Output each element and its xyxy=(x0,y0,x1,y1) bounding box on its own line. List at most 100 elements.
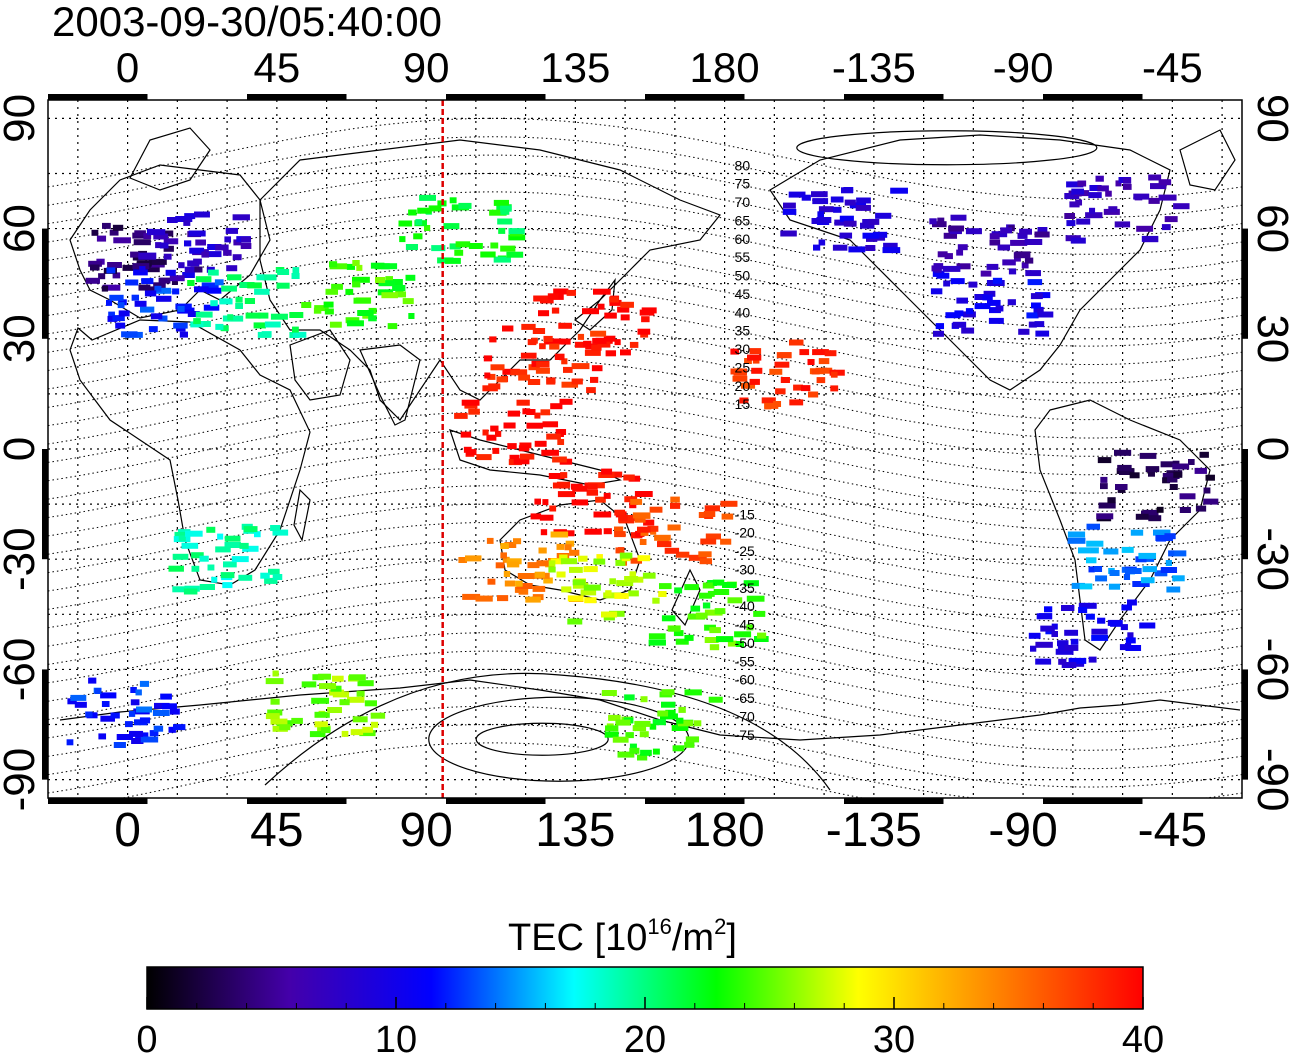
tec-cell xyxy=(527,379,541,385)
tec-cell xyxy=(1142,236,1159,243)
tec-cell xyxy=(550,531,569,538)
tec-cell xyxy=(113,237,131,244)
tec-cell xyxy=(552,482,570,489)
tec-cell xyxy=(830,385,839,392)
tec-cell xyxy=(862,219,872,225)
tec-cell xyxy=(130,251,140,258)
tec-cell xyxy=(590,330,607,337)
tec-cell xyxy=(746,624,754,631)
tec-cell xyxy=(260,572,270,579)
tec-cell xyxy=(705,533,722,540)
tec-cell xyxy=(177,307,195,314)
tec-cell xyxy=(217,533,224,540)
tec-cell xyxy=(634,720,651,727)
tec-cell xyxy=(454,412,468,419)
lon-tick-label-bottom: 45 xyxy=(250,804,303,857)
tec-cell xyxy=(500,205,512,212)
tec-cell xyxy=(167,217,178,223)
tec-cell xyxy=(240,243,252,249)
tec-cell xyxy=(125,721,133,728)
tec-cell xyxy=(222,315,231,322)
tec-cell xyxy=(1089,207,1096,214)
tec-cell xyxy=(375,277,386,283)
tec-cell xyxy=(995,305,1004,312)
tec-cell xyxy=(757,632,767,639)
tec-cell xyxy=(733,369,747,376)
tec-cell xyxy=(112,315,125,322)
tec-cell xyxy=(1040,625,1055,632)
lon-tick-label-bottom: 90 xyxy=(399,804,452,857)
map-axes: 0045459090135135180180-135-135-90-90-45-… xyxy=(0,44,1292,857)
contour-label: -40 xyxy=(735,598,755,614)
tec-cell xyxy=(548,473,565,479)
tec-region xyxy=(614,496,738,566)
tec-cell xyxy=(1108,206,1118,213)
tec-cell xyxy=(639,539,647,545)
frame-bar xyxy=(1043,94,1143,100)
contour-line xyxy=(48,668,1242,751)
tec-cell xyxy=(199,555,209,562)
tec-cell xyxy=(672,745,685,752)
tec-cell xyxy=(1085,613,1095,620)
tec-cell xyxy=(550,558,563,565)
tec-cell xyxy=(684,741,695,748)
tec-cell xyxy=(816,217,832,223)
tec-cell xyxy=(468,408,480,415)
tec-cell xyxy=(331,283,343,290)
tec-cell xyxy=(1002,259,1016,266)
tec-cell xyxy=(138,284,151,291)
tec-cell xyxy=(154,285,162,292)
contour-line xyxy=(48,540,1242,623)
tec-cell xyxy=(272,529,289,536)
tec-cell xyxy=(507,410,521,417)
tec-cell xyxy=(624,576,639,582)
tec-cell xyxy=(347,696,365,703)
tec-cell xyxy=(515,580,523,587)
tec-cell xyxy=(178,262,185,269)
tec-cell xyxy=(868,218,880,225)
tec-cell xyxy=(100,692,117,699)
tec-cell xyxy=(70,694,87,701)
tec-cell xyxy=(106,299,113,306)
tec-cell xyxy=(1027,279,1043,286)
tec-cell xyxy=(314,721,328,728)
tec-cell xyxy=(747,354,762,361)
tec-cell xyxy=(506,558,522,565)
tec-cell xyxy=(510,369,528,376)
tec-cell xyxy=(191,565,200,572)
tec-cell xyxy=(1064,193,1080,199)
lat-tick-label-left: 60 xyxy=(0,204,44,253)
tec-cell xyxy=(620,301,634,308)
tec-cell xyxy=(503,571,511,577)
tec-cell xyxy=(536,361,550,368)
tec-cell xyxy=(1021,262,1029,269)
tec-cell xyxy=(1064,629,1079,636)
tec-cell xyxy=(818,206,834,213)
tec-cell xyxy=(136,706,153,713)
tec-region xyxy=(648,579,769,651)
tec-cell xyxy=(684,634,694,641)
tec-cell xyxy=(215,244,229,251)
tec-cell xyxy=(1088,566,1095,573)
tec-cell xyxy=(527,339,537,346)
tec-cell xyxy=(140,306,155,313)
contour-line xyxy=(48,117,1242,200)
contour-label: -20 xyxy=(735,525,755,541)
tec-cell xyxy=(583,340,592,347)
tec-cell xyxy=(598,472,615,478)
tec-cell xyxy=(808,391,819,398)
tec-cell xyxy=(1078,607,1088,613)
tec-cell xyxy=(131,738,144,744)
tec-cell xyxy=(168,726,176,733)
tec-cell xyxy=(1194,467,1207,474)
tec-cell xyxy=(1071,188,1085,195)
tec-cell xyxy=(518,445,530,452)
tec-cell xyxy=(233,239,242,246)
tec-cell xyxy=(1105,190,1112,197)
tec-cell xyxy=(982,294,993,301)
contour-label: -55 xyxy=(735,653,755,669)
tec-cell xyxy=(1107,497,1116,504)
tec-cell xyxy=(206,251,222,258)
tec-cell xyxy=(265,678,284,685)
tec-cell xyxy=(159,242,169,249)
